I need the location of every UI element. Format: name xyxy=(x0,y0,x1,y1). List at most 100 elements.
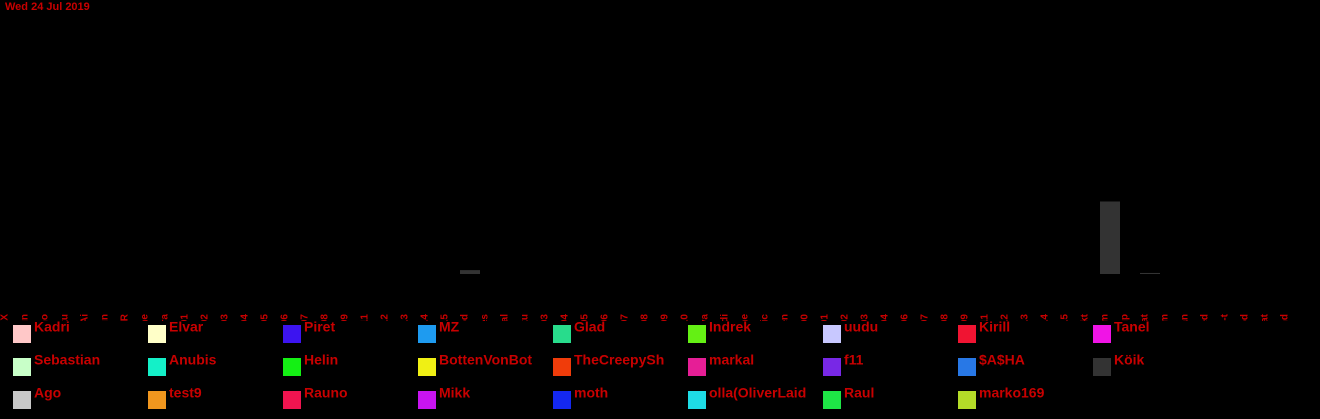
x-tick-label: setup xyxy=(1120,314,1131,341)
legend-label: BottenVonBot xyxy=(439,352,532,368)
x-tick-label: pr01 xyxy=(820,314,831,336)
x-tick-label: hw05 xyxy=(580,314,591,339)
legend-label-box: Köik xyxy=(1114,352,1145,368)
x-tick-label: wat xyxy=(1260,313,1271,331)
legend-label-box: Mikk xyxy=(439,385,470,401)
x-tick-label: teadaan xyxy=(1180,314,1191,352)
x-tick-label: pr02 xyxy=(840,314,851,336)
legend-label-box: test9 xyxy=(169,385,202,401)
legend-item: uudu xyxy=(823,319,878,343)
x-tick-label: pr11 xyxy=(980,314,991,335)
x-tick-label: Yldine xyxy=(140,314,151,344)
legend-label: Elvar xyxy=(169,319,204,335)
x-tick-label: codera xyxy=(160,314,171,347)
x-tick-label: pr12 xyxy=(1000,314,1011,336)
x-tick-label: projekt xyxy=(1080,313,1091,347)
legend-item: Sebastian xyxy=(13,352,100,376)
x-tick-label: ex02 xyxy=(200,314,211,337)
x-tick-label: ex14 xyxy=(420,314,431,337)
bar xyxy=(460,270,480,274)
legend-swatch xyxy=(688,325,706,343)
legend-item: Kirill xyxy=(958,319,1010,343)
legend-label-box: Helin xyxy=(304,352,338,368)
x-tick-label: random xyxy=(1100,314,1111,351)
legend-swatch xyxy=(13,358,31,376)
legend-swatch xyxy=(823,325,841,343)
legend-label: test9 xyxy=(169,385,202,401)
legend-label-box: Sebastian xyxy=(34,352,100,368)
legend-label: olla(OliverLaid xyxy=(709,385,806,401)
legend-swatch xyxy=(13,325,31,343)
legend-item: Piret xyxy=(283,319,335,343)
legend-label-box: Ago xyxy=(34,385,61,401)
x-tick-label: vegan-t xyxy=(1220,313,1231,349)
x-tick-label: hw04 xyxy=(560,314,571,339)
legend-label: Glad xyxy=(574,319,605,335)
bar xyxy=(1100,201,1120,274)
x-tick-label: videod xyxy=(1240,314,1251,346)
legend-label-box: moth xyxy=(574,385,608,401)
legend-label: Mikk xyxy=(439,385,470,401)
x-tick-label: koraldi xyxy=(720,314,731,347)
x-tick-label: pr15 xyxy=(1060,314,1071,336)
legend-item: Indrek xyxy=(688,319,751,343)
x-tick-label: PR xyxy=(120,313,131,328)
x-tick-label: MuudAi xyxy=(80,314,91,351)
legend-label: Kadri xyxy=(34,319,70,335)
legend-label-box: Kadri xyxy=(34,319,70,335)
legend-label-box: Anubis xyxy=(169,352,217,368)
legend-label: Helin xyxy=(304,352,338,368)
x-tick-label: ex09 xyxy=(340,314,351,337)
x-tick-label: pr03 xyxy=(860,314,871,336)
x-tick-label: tested xyxy=(1200,314,1211,343)
x-tick-label: ex06 xyxy=(280,314,291,337)
legend-item: Mikk xyxy=(418,385,470,409)
x-tick-label: music xyxy=(760,314,771,343)
x-tick-label: food xyxy=(460,314,471,336)
legend-item: markal xyxy=(688,352,754,376)
legend-swatch xyxy=(688,391,706,409)
legend-label: markal xyxy=(709,352,754,368)
x-tick-label: EX xyxy=(0,314,11,328)
x-tick-label: general xyxy=(500,314,511,350)
legend-label: Sebastian xyxy=(34,352,100,368)
x-tick-label: ex12 xyxy=(380,314,391,337)
legend-label-box: MZ xyxy=(439,319,460,335)
legend-label-box: Kirill xyxy=(979,319,1010,335)
legend-item: Ago xyxy=(13,385,61,409)
legend-label: MZ xyxy=(439,319,460,335)
legend-swatch xyxy=(148,325,166,343)
chart-title: Wed 24 Jul 2019 xyxy=(5,1,90,13)
legend-swatch xyxy=(148,391,166,409)
legend-item: Tanel xyxy=(1093,319,1150,343)
legend-label: marko169 xyxy=(979,385,1045,401)
legend-item: MZ xyxy=(418,319,460,343)
x-tick-label: suhtlem xyxy=(1160,314,1171,352)
legend-label: Raul xyxy=(844,385,874,401)
legend-swatch xyxy=(1093,358,1111,376)
legend-item: Kadri xyxy=(13,319,70,343)
legend-swatch xyxy=(148,358,166,376)
legend-item: Elvar xyxy=(148,319,204,343)
legend-label-box: f11 xyxy=(844,352,864,368)
x-tick-label: hw06 xyxy=(600,314,611,339)
legend-item: f11 xyxy=(823,352,864,376)
x-tick-label: stat xyxy=(1140,313,1151,331)
legend: Kadri Sebastian Ago Elvar Anubis test9 Piret He… xyxy=(13,319,1150,409)
x-tick-label: Fun xyxy=(20,314,31,332)
legend-item: BottenVonBot xyxy=(418,352,532,376)
legend-swatch xyxy=(418,391,436,409)
legend-swatch xyxy=(553,325,571,343)
x-tick-label: hw10 xyxy=(680,314,691,339)
legend-label: Kirill xyxy=(979,319,1010,335)
x-tick-label: ex11 xyxy=(360,314,371,336)
legend-label-box: Tanel xyxy=(1114,319,1150,335)
legend-swatch xyxy=(283,358,301,376)
legend-label-box: $A$HA xyxy=(979,352,1025,368)
legend-label: Köik xyxy=(1114,352,1145,368)
x-tick-label: ex03 xyxy=(220,314,231,337)
legend-swatch xyxy=(958,391,976,409)
x-tick-label: pr08 xyxy=(940,314,951,336)
legend-swatch xyxy=(958,325,976,343)
bar xyxy=(1140,272,1160,274)
